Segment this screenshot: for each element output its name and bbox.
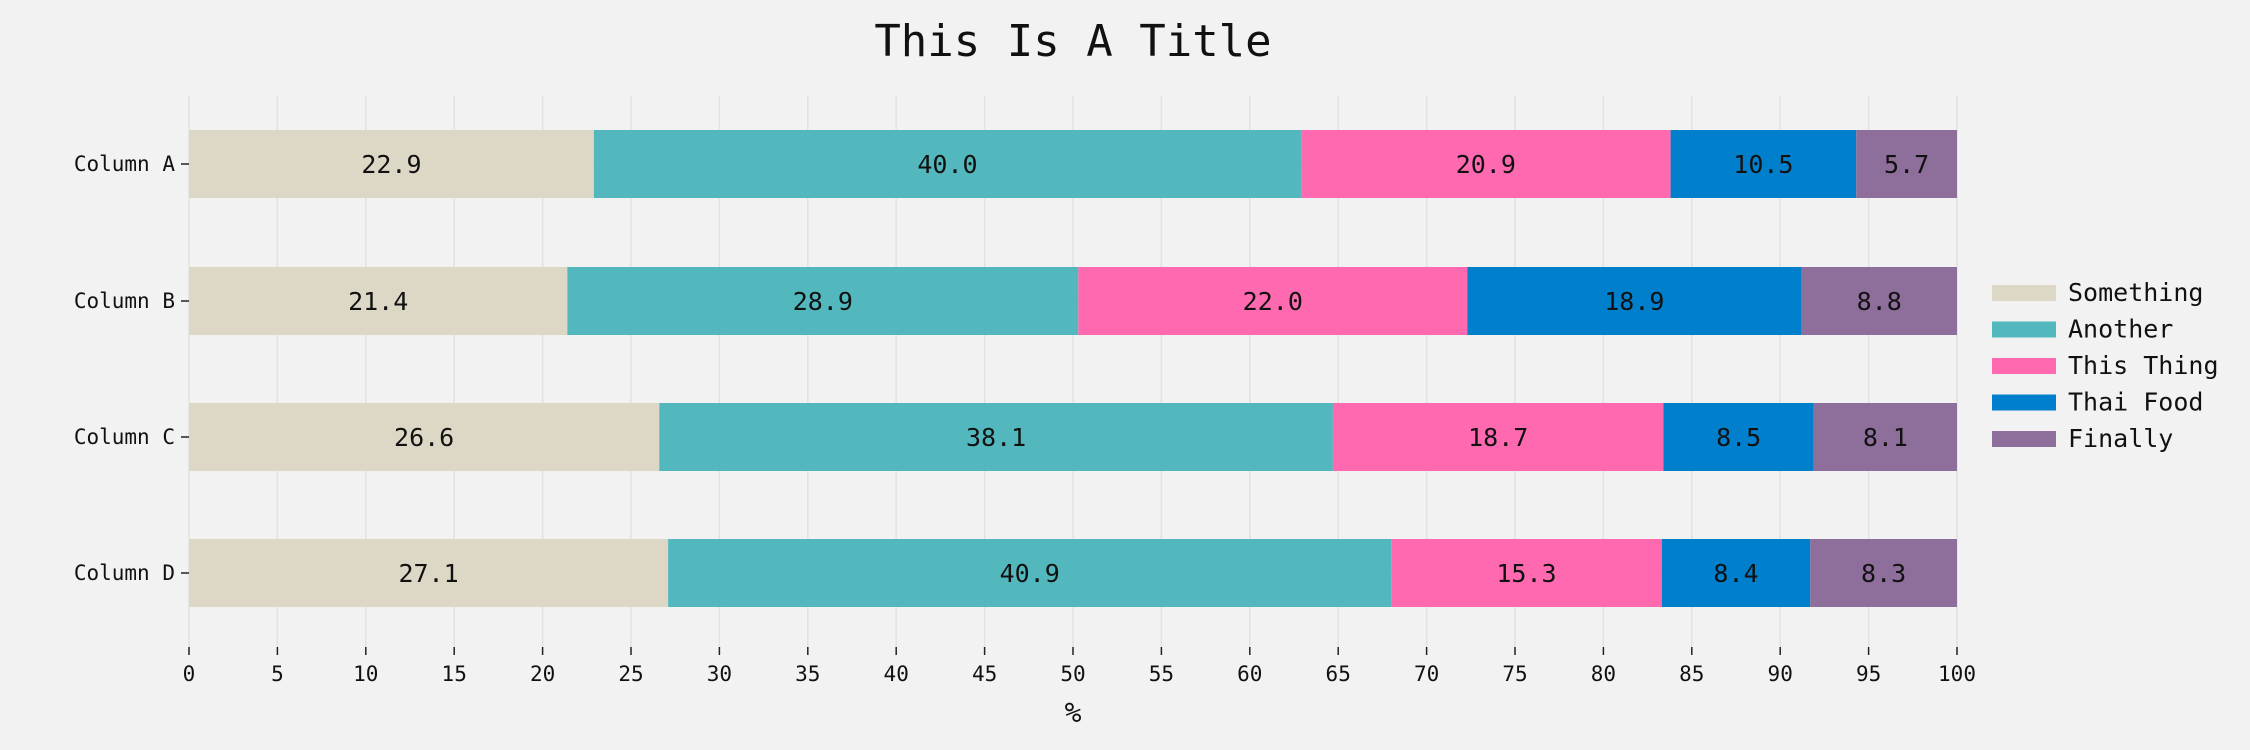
x-tick-label: 80 xyxy=(1591,662,1616,686)
bar-segment xyxy=(1078,267,1468,335)
legend-label: Something xyxy=(2068,278,2203,307)
bar-segment xyxy=(189,539,669,607)
bar-value-label: 10.5 xyxy=(1733,150,1793,179)
bar-value-label: 27.1 xyxy=(398,559,458,588)
bar-segment xyxy=(1663,403,1814,471)
bar-value-label: 21.4 xyxy=(348,287,408,316)
legend: Something Another This Thing Thai Food Final… xyxy=(1992,278,2219,453)
legend-swatch xyxy=(1992,394,2056,411)
legend-swatch xyxy=(1992,285,2056,301)
legend-label: Another xyxy=(2068,315,2173,344)
y-tick-label: Column C xyxy=(74,425,175,449)
x-tick-label: 15 xyxy=(442,662,467,686)
x-tick-label: 10 xyxy=(353,662,378,686)
bar-value-label: 22.9 xyxy=(361,150,421,179)
bar-segment xyxy=(189,403,660,471)
bar-value-label: 20.9 xyxy=(1456,150,1516,179)
bar-value-label: 5.7 xyxy=(1884,150,1929,179)
legend-label: Finally xyxy=(2068,424,2173,453)
bar-segment xyxy=(668,539,1392,607)
legend-swatch xyxy=(1992,358,2056,374)
bar-segment xyxy=(1391,539,1662,607)
bar-segment xyxy=(1301,130,1671,198)
bar-segment xyxy=(1661,539,1811,607)
bar-value-label: 22.0 xyxy=(1243,287,1303,316)
x-tick-label: 35 xyxy=(795,662,820,686)
bar-segment xyxy=(1467,267,1802,335)
legend-label: Thai Food xyxy=(2068,388,2203,417)
x-tick-label: 85 xyxy=(1679,662,1704,686)
x-axis-title: % xyxy=(1065,696,1082,729)
bar-segment xyxy=(1813,403,1957,471)
x-tick-label: 20 xyxy=(530,662,555,686)
bars: 22.9 40.0 20.9 10.5 5.7 21.4 28.9 22.0 18.9 8.8 26… xyxy=(189,130,1957,607)
x-tick-label: 65 xyxy=(1326,662,1351,686)
x-tick-label: 0 xyxy=(183,662,196,686)
bar-segment xyxy=(1810,539,1957,607)
bar-value-label: 28.9 xyxy=(793,287,853,316)
bar-segment xyxy=(189,267,568,335)
bar-segment xyxy=(1332,403,1664,471)
x-tick-label: 30 xyxy=(707,662,732,686)
bar-segment xyxy=(659,403,1333,471)
legend-label: This Thing xyxy=(2068,351,2219,380)
bar-segment xyxy=(593,130,1302,198)
bar-segment xyxy=(189,130,594,198)
bar-segment xyxy=(1801,267,1957,335)
legend-swatch xyxy=(1992,321,2056,338)
bar-value-label: 8.5 xyxy=(1716,423,1761,452)
x-tick-label: 100 xyxy=(1938,662,1976,686)
x-tick-label: 40 xyxy=(884,662,909,686)
bar-value-label: 38.1 xyxy=(966,423,1026,452)
bar-value-label: 40.9 xyxy=(1000,559,1060,588)
x-tick-label: 5 xyxy=(271,662,284,686)
bar-value-label: 15.3 xyxy=(1496,559,1556,588)
bar-segment xyxy=(1856,130,1957,198)
bar-value-label: 18.7 xyxy=(1468,423,1528,452)
x-tick-label: 90 xyxy=(1768,662,1793,686)
bar-value-label: 8.1 xyxy=(1863,423,1908,452)
x-tick-label: 50 xyxy=(1060,662,1085,686)
x-tick-label: 70 xyxy=(1414,662,1439,686)
x-tick-label: 55 xyxy=(1149,662,1174,686)
legend-swatch xyxy=(1992,431,2056,447)
y-tick-label: Column B xyxy=(74,289,175,313)
bar-value-label: 40.0 xyxy=(917,150,977,179)
bar-segment xyxy=(567,267,1079,335)
bar-segment xyxy=(1670,130,1857,198)
bar-value-label: 8.3 xyxy=(1861,559,1906,588)
x-tick-label: 60 xyxy=(1237,662,1262,686)
x-tick-label: 95 xyxy=(1856,662,1881,686)
bar-value-label: 18.9 xyxy=(1604,287,1664,316)
x-tick-label: 75 xyxy=(1502,662,1527,686)
y-tick-label: Column D xyxy=(74,561,175,585)
x-tick-label: 45 xyxy=(972,662,997,686)
axes: 0 5 10 15 20 25 30 35 40 45 50 55 60 65 70 75 80 85 90 95 10… xyxy=(74,152,1976,686)
bar-value-label: 8.4 xyxy=(1713,559,1758,588)
bar-value-label: 8.8 xyxy=(1857,287,1902,316)
chart-title: This Is A Title xyxy=(874,16,1271,67)
y-tick-label: Column A xyxy=(74,152,176,176)
x-tick-label: 25 xyxy=(618,662,643,686)
bar-value-label: 26.6 xyxy=(394,423,454,452)
